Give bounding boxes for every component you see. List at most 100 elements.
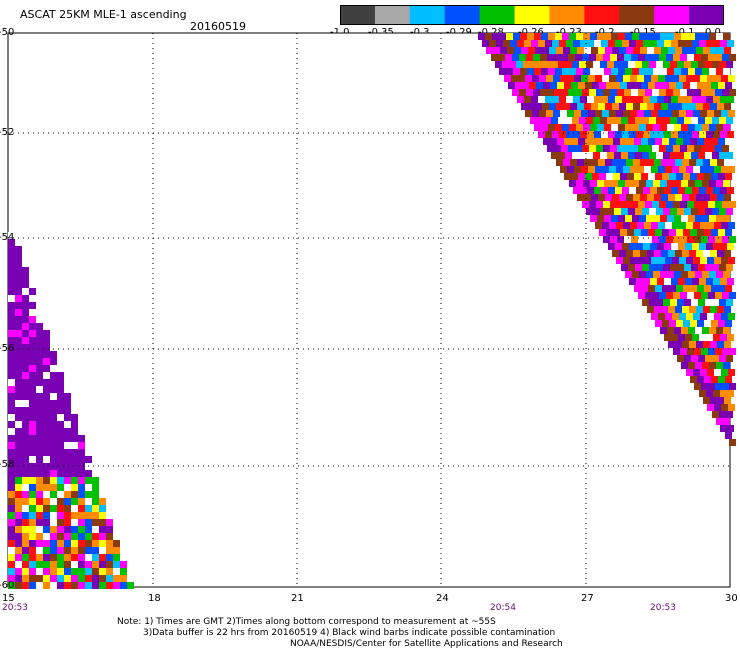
wind-cell bbox=[550, 138, 557, 145]
wind-cell bbox=[721, 313, 728, 320]
wind-cell bbox=[715, 54, 722, 61]
wind-cell bbox=[71, 540, 78, 547]
wind-cell bbox=[702, 33, 709, 40]
wind-cell bbox=[92, 484, 99, 491]
wind-cell bbox=[618, 124, 625, 131]
wind-cell bbox=[663, 117, 670, 124]
wind-cell bbox=[656, 299, 663, 306]
wind-cell bbox=[672, 222, 679, 229]
wind-cell bbox=[684, 117, 691, 124]
wind-cell bbox=[716, 124, 723, 131]
wind-cell bbox=[528, 103, 535, 110]
wind-cell bbox=[667, 68, 674, 75]
wind-cell bbox=[683, 138, 690, 145]
wind-cell bbox=[57, 456, 64, 463]
wind-cell bbox=[639, 271, 646, 278]
wind-cell bbox=[689, 341, 696, 348]
wind-cell bbox=[78, 547, 85, 554]
wind-cell bbox=[64, 435, 71, 442]
wind-cell bbox=[71, 421, 78, 428]
wind-cell bbox=[703, 103, 710, 110]
wind-cell bbox=[670, 152, 677, 159]
wind-cell bbox=[92, 533, 99, 540]
wind-cell bbox=[587, 187, 594, 194]
wind-cell bbox=[619, 250, 626, 257]
wind-cell bbox=[50, 477, 57, 484]
wind-cell bbox=[624, 145, 631, 152]
wind-cell bbox=[664, 334, 671, 341]
wind-cell bbox=[724, 250, 731, 257]
wind-cell bbox=[85, 477, 92, 484]
wind-cell bbox=[92, 575, 99, 582]
wind-cell bbox=[638, 201, 645, 208]
wind-cell bbox=[681, 362, 688, 369]
wind-cell bbox=[568, 89, 575, 96]
wind-cell bbox=[632, 124, 639, 131]
wind-cell bbox=[707, 404, 714, 411]
wind-cell bbox=[681, 327, 688, 334]
wind-cell bbox=[694, 383, 701, 390]
wind-cell bbox=[78, 477, 85, 484]
wind-cell bbox=[710, 306, 717, 313]
wind-cell bbox=[43, 533, 50, 540]
wind-cell bbox=[36, 435, 43, 442]
wind-cell bbox=[625, 33, 632, 40]
wind-cell bbox=[724, 341, 731, 348]
wind-cell bbox=[672, 166, 679, 173]
wind-cell bbox=[50, 407, 57, 414]
wind-cell bbox=[99, 575, 106, 582]
wind-cell bbox=[724, 397, 731, 404]
wind-cell bbox=[666, 145, 673, 152]
wind-cell bbox=[15, 400, 22, 407]
wind-cell bbox=[683, 82, 690, 89]
wind-cell bbox=[8, 379, 15, 386]
wind-cell bbox=[57, 575, 64, 582]
wind-cell bbox=[15, 540, 22, 547]
wind-cell bbox=[519, 54, 526, 61]
wind-cell bbox=[665, 222, 672, 229]
wind-cell bbox=[713, 40, 720, 47]
wind-cell bbox=[8, 309, 15, 316]
wind-cell bbox=[695, 215, 702, 222]
wind-cell bbox=[15, 302, 22, 309]
wind-cell bbox=[57, 512, 64, 519]
wind-cell bbox=[678, 243, 685, 250]
wind-cell bbox=[659, 145, 666, 152]
wind-cell bbox=[589, 145, 596, 152]
wind-cell bbox=[706, 131, 713, 138]
wind-cell bbox=[673, 348, 680, 355]
wind-cell bbox=[22, 400, 29, 407]
wind-cell bbox=[601, 131, 608, 138]
wind-cell bbox=[673, 145, 680, 152]
wind-cell bbox=[632, 180, 639, 187]
wind-cell bbox=[43, 400, 50, 407]
wind-cell bbox=[660, 33, 667, 40]
wind-cell bbox=[653, 180, 660, 187]
wind-cell bbox=[728, 313, 735, 320]
wind-cell bbox=[674, 68, 681, 75]
wind-cell bbox=[717, 250, 724, 257]
wind-cell bbox=[85, 456, 92, 463]
wind-cell bbox=[15, 456, 22, 463]
wind-cell bbox=[572, 152, 579, 159]
wind-cell bbox=[57, 540, 64, 547]
wind-cell bbox=[568, 145, 575, 152]
wind-cell bbox=[637, 110, 644, 117]
wind-cell bbox=[555, 33, 562, 40]
wind-cell bbox=[715, 145, 722, 152]
wind-cell bbox=[696, 194, 703, 201]
wind-cell bbox=[570, 47, 577, 54]
lon-tick-label: 18 bbox=[148, 593, 161, 604]
wind-cell bbox=[721, 222, 728, 229]
wind-cell bbox=[647, 250, 654, 257]
wind-cell bbox=[655, 82, 662, 89]
wind-cell bbox=[656, 61, 663, 68]
wind-cell bbox=[709, 327, 716, 334]
wind-cell bbox=[597, 33, 604, 40]
wind-cell bbox=[591, 103, 598, 110]
wind-cell bbox=[530, 61, 537, 68]
wind-cell bbox=[616, 257, 623, 264]
wind-cell bbox=[675, 194, 682, 201]
wind-cell bbox=[64, 470, 71, 477]
wind-cell bbox=[557, 82, 564, 89]
